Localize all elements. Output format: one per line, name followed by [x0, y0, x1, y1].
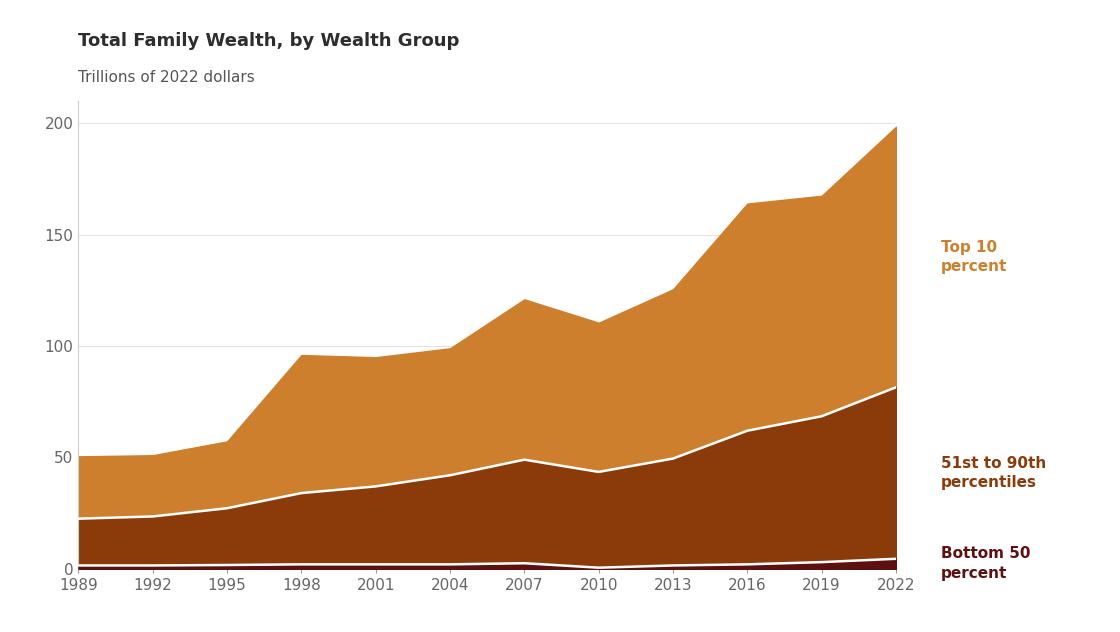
Text: 51st to 90th
percentiles: 51st to 90th percentiles	[941, 456, 1046, 490]
Text: Total Family Wealth, by Wealth Group: Total Family Wealth, by Wealth Group	[78, 32, 460, 49]
Text: Trillions of 2022 dollars: Trillions of 2022 dollars	[78, 70, 255, 85]
Text: Bottom 50
percent: Bottom 50 percent	[941, 547, 1030, 581]
Text: Top 10
percent: Top 10 percent	[941, 240, 1007, 274]
